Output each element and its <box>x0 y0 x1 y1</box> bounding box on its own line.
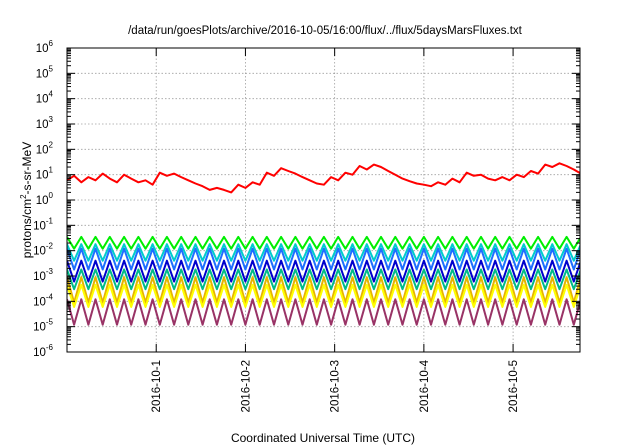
y-tick-label-exponent: -5 <box>46 318 54 327</box>
y-tick-label: 105 <box>36 64 54 80</box>
y-tick-label-base: 10 <box>36 94 49 106</box>
y-tick-label: 101 <box>36 166 54 182</box>
x-axis-label: Coordinated Universal Time (UTC) <box>231 431 415 445</box>
y-tick-label-base: 10 <box>36 170 49 182</box>
y-tick-label: 103 <box>36 115 54 131</box>
y-tick-label-base: 10 <box>36 43 49 55</box>
axes: 10610510410310210110010-110-210-310-410-… <box>33 39 580 412</box>
y-tick-label-base: 10 <box>33 296 46 308</box>
y-tick-label-exponent: -4 <box>46 292 54 301</box>
y-axis-label-base: protons/cm <box>20 199 34 258</box>
y-axis-label-rest: -s-sr-MeV <box>20 142 34 195</box>
y-tick-label: 10-3 <box>33 267 53 283</box>
y-tick-label-base: 10 <box>33 246 46 258</box>
y-tick-label-base: 10 <box>33 322 46 334</box>
series-line-5 <box>67 259 580 283</box>
x-tick-label: 2016-10-1 <box>151 360 163 412</box>
series-line-1 <box>67 162 580 194</box>
y-tick-label: 100 <box>36 191 54 207</box>
y-tick-label: 106 <box>36 39 54 55</box>
series-line-7 <box>67 276 580 304</box>
y-tick-label-exponent: -2 <box>46 242 54 251</box>
y-tick-label-base: 10 <box>36 68 49 80</box>
y-axis-label-exponent: 2 <box>19 194 28 199</box>
y-tick-label-exponent: 1 <box>49 166 54 175</box>
series-line-6 <box>67 268 580 291</box>
series-line-3 <box>67 243 580 262</box>
x-tick-label: 2016-10-3 <box>330 360 342 412</box>
y-tick-label-base: 10 <box>33 271 46 283</box>
chart-title: /data/run/goesPlots/archive/2016-10-05/1… <box>128 25 523 37</box>
y-tick-label-base: 10 <box>36 119 49 131</box>
x-tick-label: 2016-10-5 <box>508 360 520 412</box>
series-line-2 <box>67 235 580 250</box>
y-tick-label: 104 <box>36 90 54 106</box>
y-tick-label-exponent: 2 <box>49 140 54 149</box>
y-tick-label-exponent: 0 <box>49 191 54 200</box>
series-line-4 <box>67 247 580 271</box>
x-tick-label: 2016-10-2 <box>240 360 252 412</box>
y-tick-label: 10-4 <box>33 292 53 308</box>
series-line-8 <box>67 283 580 308</box>
y-tick-label-exponent: -3 <box>46 267 54 276</box>
y-tick-label-exponent: 3 <box>49 115 54 124</box>
y-tick-label: 10-2 <box>33 242 53 258</box>
y-tick-label: 10-6 <box>33 343 53 359</box>
x-tick-label: 2016-10-4 <box>419 359 431 412</box>
series-layer <box>67 162 580 326</box>
y-tick-label-exponent: 4 <box>49 90 54 99</box>
y-tick-label-base: 10 <box>36 195 49 207</box>
y-tick-label-exponent: 6 <box>49 39 54 48</box>
y-tick-label-base: 10 <box>33 347 46 359</box>
y-tick-label: 10-1 <box>33 216 53 232</box>
y-axis-label: protons/cm2-s-sr-MeV <box>19 142 34 258</box>
y-tick-label-exponent: -6 <box>46 343 54 352</box>
y-tick-label-exponent: -1 <box>46 216 54 225</box>
y-tick-label: 10-5 <box>33 318 53 334</box>
y-tick-label-base: 10 <box>33 220 46 232</box>
y-tick-label-base: 10 <box>36 144 49 156</box>
y-tick-label-exponent: 5 <box>49 64 54 73</box>
y-tick-label: 102 <box>36 140 54 156</box>
series-line-9 <box>67 298 580 326</box>
